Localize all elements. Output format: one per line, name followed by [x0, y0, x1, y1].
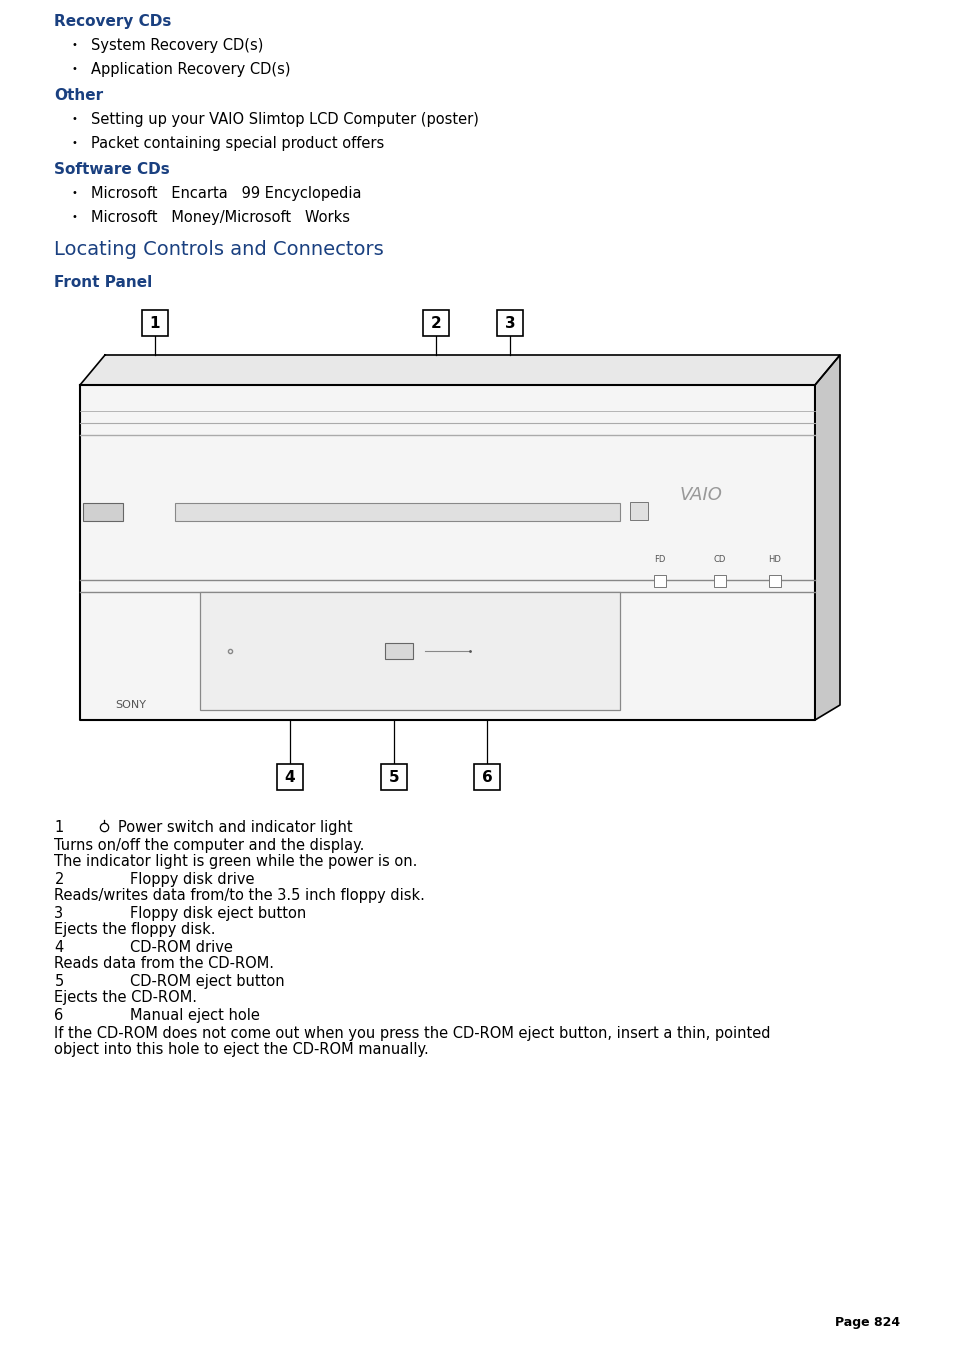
Text: Microsoft   Money/Microsoft   Works: Microsoft Money/Microsoft Works [91, 209, 349, 226]
Text: 5: 5 [388, 770, 399, 785]
Text: The indicator light is green while the power is on.: The indicator light is green while the p… [54, 854, 417, 869]
Text: Setting up your VAIO Slimtop LCD Computer (poster): Setting up your VAIO Slimtop LCD Compute… [91, 112, 478, 127]
Bar [629, 503, 647, 520]
Text: •: • [71, 63, 77, 74]
Text: •: • [71, 188, 77, 199]
Bar [174, 503, 619, 521]
Bar [422, 309, 449, 336]
Polygon shape [814, 355, 840, 720]
Text: If the CD-ROM does not come out when you press the CD-ROM eject button, insert a: If the CD-ROM does not come out when you… [54, 1025, 770, 1042]
Text: 1: 1 [54, 820, 64, 835]
Text: Ejects the floppy disk.: Ejects the floppy disk. [54, 921, 215, 938]
Text: 4: 4 [54, 940, 64, 955]
Text: •: • [71, 138, 77, 149]
Text: Reads data from the CD-ROM.: Reads data from the CD-ROM. [54, 957, 274, 971]
Text: 6: 6 [54, 1008, 64, 1023]
Text: Microsoft   Encarta   99 Encyclopedia: Microsoft Encarta 99 Encyclopedia [91, 186, 361, 201]
Text: CD-ROM eject button: CD-ROM eject button [130, 974, 284, 989]
Text: CD-ROM drive: CD-ROM drive [130, 940, 233, 955]
Text: Application Recovery CD(s): Application Recovery CD(s) [91, 62, 290, 77]
Text: 6: 6 [481, 770, 492, 785]
Text: Floppy disk eject button: Floppy disk eject button [130, 907, 306, 921]
Text: 4: 4 [284, 770, 295, 785]
Text: 1: 1 [150, 316, 160, 331]
Text: CD: CD [713, 555, 725, 565]
Text: Reads/writes data from/to the 3.5 inch floppy disk.: Reads/writes data from/to the 3.5 inch f… [54, 888, 424, 902]
Bar [380, 765, 407, 790]
Text: 3: 3 [504, 316, 515, 331]
Text: HD: HD [768, 555, 781, 565]
Bar [768, 576, 781, 586]
Bar [142, 309, 168, 336]
Text: •: • [71, 41, 77, 50]
Bar [385, 643, 413, 659]
Text: object into this hole to eject the CD-ROM manually.: object into this hole to eject the CD-RO… [54, 1042, 428, 1056]
Text: FD: FD [654, 555, 665, 565]
Text: Recovery CDs: Recovery CDs [54, 14, 172, 28]
Text: Turns on/off the computer and the display.: Turns on/off the computer and the displa… [54, 838, 364, 852]
Text: Ejects the CD-ROM.: Ejects the CD-ROM. [54, 990, 196, 1005]
Bar [200, 592, 619, 711]
Text: System Recovery CD(s): System Recovery CD(s) [91, 38, 263, 53]
Text: Floppy disk drive: Floppy disk drive [130, 871, 254, 888]
Text: Locating Controls and Connectors: Locating Controls and Connectors [54, 240, 384, 259]
Bar [83, 503, 123, 521]
Bar [474, 765, 499, 790]
Bar [276, 765, 303, 790]
Polygon shape [80, 355, 840, 385]
Text: Packet containing special product offers: Packet containing special product offers [91, 136, 383, 151]
Text: Software CDs: Software CDs [54, 162, 170, 177]
Text: 5: 5 [54, 974, 64, 989]
Polygon shape [80, 385, 814, 720]
Bar [713, 576, 725, 586]
Text: 2: 2 [430, 316, 441, 331]
Text: VAIO: VAIO [679, 486, 722, 504]
Text: Manual eject hole: Manual eject hole [130, 1008, 259, 1023]
Text: •: • [71, 113, 77, 124]
Text: Power switch and indicator light: Power switch and indicator light [118, 820, 353, 835]
Text: Front Panel: Front Panel [54, 276, 152, 290]
Text: SONY: SONY [115, 700, 146, 711]
Text: 3: 3 [54, 907, 64, 921]
Text: •: • [71, 212, 77, 222]
Bar [654, 576, 665, 586]
Text: Page 824: Page 824 [834, 1316, 899, 1329]
Text: 2: 2 [54, 871, 64, 888]
Bar [497, 309, 522, 336]
Text: Other: Other [54, 88, 103, 103]
